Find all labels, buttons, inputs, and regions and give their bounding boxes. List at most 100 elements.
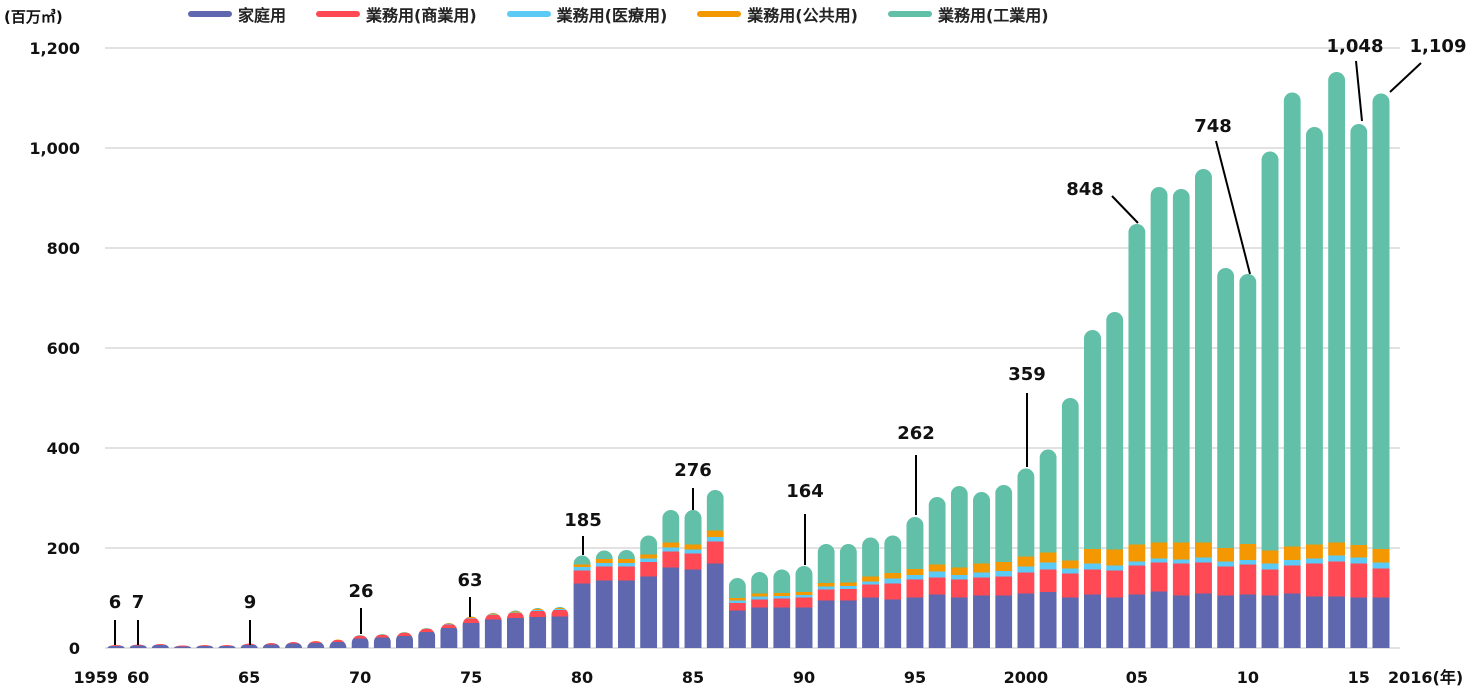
bar-segment-public bbox=[529, 609, 547, 610]
bar-segment-household bbox=[1328, 596, 1346, 648]
x-tick-label: 90 bbox=[793, 668, 815, 687]
bar-segment-commercial bbox=[1039, 569, 1057, 592]
bar-segment-commercial bbox=[396, 633, 414, 636]
bar-segment-household bbox=[1061, 597, 1079, 648]
bar-segment-public bbox=[906, 569, 924, 575]
bar-segment-medical bbox=[1217, 561, 1235, 567]
x-tick-label: 75 bbox=[460, 668, 482, 687]
bar-segment-public bbox=[1017, 556, 1035, 567]
legend: 家庭用 業務用(商業用) 業務用(医療用) 業務用(公共用) 業務用(工業用) bbox=[188, 2, 1049, 26]
bar-segment-household bbox=[373, 637, 391, 648]
bar-segment-household bbox=[573, 583, 591, 648]
bar-segment-commercial bbox=[751, 599, 769, 608]
bar-segment-public bbox=[862, 576, 880, 582]
bar-1975 bbox=[462, 616, 480, 648]
bar-segment-household bbox=[1239, 594, 1257, 648]
bar-segment-public bbox=[1350, 545, 1368, 558]
bar-segment-household bbox=[773, 607, 791, 648]
bar-2004 bbox=[1106, 312, 1124, 648]
bar-1999 bbox=[995, 485, 1013, 648]
bar-segment-household bbox=[506, 618, 524, 648]
bar-1964 bbox=[218, 645, 236, 648]
bar-segment-public bbox=[595, 559, 613, 563]
bar-1971 bbox=[373, 634, 391, 648]
bar-segment-public bbox=[551, 608, 569, 609]
bar-segment-commercial bbox=[462, 618, 480, 623]
bar-segment-household bbox=[1350, 597, 1368, 648]
bar-segment-public bbox=[506, 611, 524, 613]
bar-2016 bbox=[1372, 93, 1390, 648]
bar-segment-household bbox=[1283, 593, 1301, 648]
bar-1989 bbox=[773, 569, 791, 648]
bar-segment-public bbox=[1061, 560, 1079, 569]
bar-segment-industrial bbox=[906, 517, 924, 569]
bar-segment-commercial bbox=[862, 584, 880, 598]
bar-segment-commercial bbox=[662, 551, 680, 568]
bar-segment-commercial bbox=[706, 541, 724, 564]
bar-segment-household bbox=[751, 607, 769, 648]
bar-segment-commercial bbox=[817, 589, 835, 601]
bar-segment-public bbox=[351, 635, 369, 636]
bar-segment-industrial bbox=[773, 569, 791, 593]
bar-segment-public bbox=[950, 567, 968, 575]
bar-segment-industrial bbox=[706, 490, 724, 531]
bar-segment-household bbox=[529, 617, 547, 648]
bar-segment-industrial bbox=[1172, 189, 1190, 543]
bar-segment-household bbox=[129, 645, 147, 648]
bar-segment-commercial bbox=[995, 576, 1013, 596]
legend-item-industrial: 業務用(工業用) bbox=[887, 2, 1049, 26]
callout-line bbox=[1215, 140, 1251, 275]
bar-segment-medical bbox=[973, 572, 991, 578]
bar-segment-medical bbox=[1283, 560, 1301, 566]
bar-segment-household bbox=[795, 607, 813, 648]
bar-segment-commercial bbox=[1106, 570, 1124, 598]
bar-segment-commercial bbox=[839, 589, 857, 601]
bar-segment-industrial bbox=[640, 535, 658, 555]
bar-segment-public bbox=[884, 573, 902, 579]
bar-segment-medical bbox=[506, 612, 524, 613]
y-tick-label: 1,000 bbox=[29, 139, 80, 158]
bar-segment-household bbox=[1217, 595, 1235, 648]
bar-segment-household bbox=[196, 646, 214, 648]
bar-segment-household bbox=[262, 644, 280, 648]
bar-segment-household bbox=[1372, 597, 1390, 648]
bar-segment-industrial bbox=[884, 535, 902, 573]
bar-2014 bbox=[1328, 72, 1346, 648]
legend-swatch bbox=[697, 11, 742, 17]
bar-segment-public bbox=[640, 554, 658, 559]
bar-segment-industrial bbox=[995, 485, 1013, 562]
x-tick-label: 15 bbox=[1348, 668, 1370, 687]
bar-segment-commercial bbox=[684, 553, 702, 570]
bar-segment-household bbox=[884, 599, 902, 648]
bar-2005 bbox=[1128, 224, 1146, 648]
bar-segment-public bbox=[418, 628, 436, 629]
bar-segment-medical bbox=[662, 547, 680, 552]
x-tick-label: 10 bbox=[1237, 668, 1259, 687]
bar-segment-medical bbox=[1194, 557, 1212, 563]
bar-segment-household bbox=[617, 580, 635, 648]
bar-1994 bbox=[884, 535, 902, 648]
bar-segment-commercial bbox=[1328, 561, 1346, 597]
bar-segment-industrial bbox=[529, 608, 547, 609]
x-tick-label: 65 bbox=[238, 668, 260, 687]
bar-segment-industrial bbox=[617, 550, 635, 559]
bar-segment-medical bbox=[1061, 568, 1079, 574]
legend-label: 業務用(工業用) bbox=[937, 6, 1049, 25]
bar-segment-industrial bbox=[862, 537, 880, 577]
bar-segment-household bbox=[1083, 594, 1101, 648]
bar-segment-medical bbox=[529, 610, 547, 611]
bar-segment-medical bbox=[551, 609, 569, 610]
bar-segment-commercial bbox=[1194, 562, 1212, 594]
bar-segment-medical bbox=[706, 537, 724, 542]
bar-segment-medical bbox=[862, 581, 880, 585]
bar-segment-medical bbox=[573, 567, 591, 571]
bar-1974 bbox=[440, 623, 458, 648]
bar-segment-medical bbox=[906, 575, 924, 580]
bar-segment-commercial bbox=[573, 570, 591, 584]
bar-segment-medical bbox=[351, 635, 369, 636]
y-tick-label: 200 bbox=[47, 539, 80, 558]
bar-segment-commercial bbox=[1017, 572, 1035, 594]
bar-1982 bbox=[617, 550, 635, 648]
bar-segment-public bbox=[839, 582, 857, 586]
bar-segment-industrial bbox=[684, 510, 702, 545]
